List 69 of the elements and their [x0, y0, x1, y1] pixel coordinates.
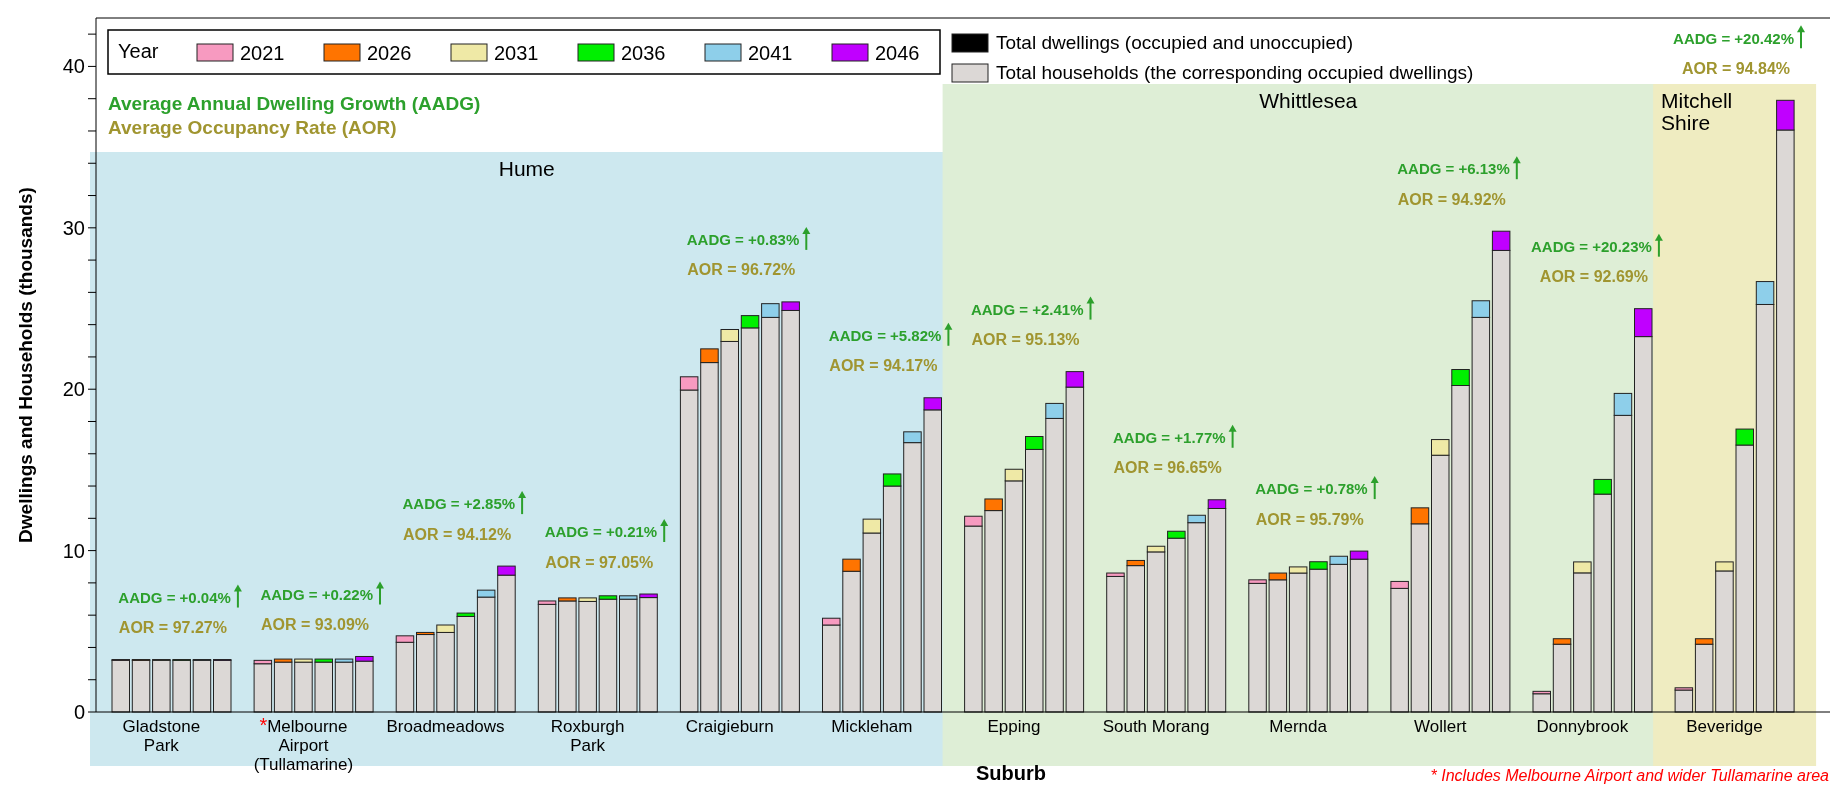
bar — [131, 659, 151, 713]
annotation: Hume — [498, 157, 555, 180]
x-tick-label: Wollert — [1413, 717, 1467, 736]
bar — [334, 661, 354, 713]
annotation: AOR = 92.69% — [1539, 268, 1648, 286]
annotation: Whittlesea — [1259, 89, 1358, 112]
text: * Includes Melbourne Airport and wider Tullamarine area — [1430, 767, 1830, 784]
annotation: AADG = +0.78% — [1255, 480, 1368, 498]
annotation: AADG = +0.21% — [544, 523, 658, 541]
annotation: AOR = 95.13% — [971, 331, 1080, 349]
x-tick-label: South Morang — [1102, 717, 1210, 736]
annotation: Average Occupancy Rate (AOR) — [108, 117, 397, 138]
annotation: Mitchell Shire — [1661, 89, 1733, 134]
y-tick-label: 20 — [62, 378, 85, 401]
x-tick-label: Broadmeadows — [386, 717, 505, 736]
annotation: AADG = +6.13% — [1397, 160, 1510, 178]
annotation: AOR = 97.05% — [545, 553, 654, 571]
x-axis-title: Suburb — [976, 762, 1046, 784]
legend-title: Year — [118, 40, 159, 62]
annotation: AOR = 94.12% — [403, 525, 512, 543]
x-tick-label: Mernda — [1269, 717, 1328, 736]
annotation: AADG = +2.85% — [402, 495, 516, 513]
x-tick-label: Mickleham — [831, 717, 913, 736]
bar — [355, 660, 374, 713]
y-tick-label: 10 — [62, 539, 85, 562]
bar — [598, 598, 618, 713]
annotation: AOR = 94.17% — [829, 357, 938, 375]
x-tick-label: Roxburgh Park — [550, 717, 625, 755]
legend-label: 2046 — [875, 42, 920, 64]
bar — [213, 659, 232, 713]
x-tick-label: Gladstone Park — [122, 717, 201, 755]
annotation: AOR = 94.92% — [1397, 190, 1506, 208]
y-tick-label: 40 — [62, 55, 85, 78]
annotation: AOR = 96.72% — [687, 261, 796, 279]
x-tick-label: Epping — [987, 717, 1041, 736]
legend-label: Total households (the corresponding occupied dwellings) — [996, 62, 1474, 83]
y-tick-label: 0 — [73, 701, 85, 723]
annotation: AADG = +1.77% — [1113, 429, 1226, 447]
annotation: AOR = 96.65% — [1113, 459, 1222, 477]
bar — [1674, 689, 1694, 713]
annotation: AOR = 93.09% — [260, 616, 370, 634]
legend-label: 2031 — [494, 42, 539, 64]
legend-label: Total dwellings (occupied and unoccupied) — [996, 32, 1354, 53]
annotation: AADG = +20.42% — [1673, 29, 1794, 47]
x-tick-label: Craigieburn — [685, 717, 774, 736]
x-tick-label: Beveridge — [1686, 717, 1763, 736]
annotation: AADG = +0.22% — [260, 585, 373, 603]
x-tick-label: Donnybrook — [1536, 717, 1629, 736]
annotation: AOR = 95.79% — [1255, 510, 1364, 528]
annotation: AOR = 94.84% — [1681, 59, 1791, 77]
annotation: AADG = +20.23% — [1530, 237, 1652, 255]
annotation: Average Annual Dwelling Growth (AADG) — [108, 93, 481, 114]
x-tick-label: *Melbourne Airport (Tullamarine) — [253, 714, 354, 774]
annotation: AADG = +0.83% — [686, 231, 800, 249]
legend-label: 2026 — [367, 42, 412, 64]
bar — [537, 603, 557, 713]
annotation: AOR = 97.27% — [118, 619, 227, 637]
annotation: AADG = +2.41% — [970, 300, 1084, 318]
legend-label: 2036 — [621, 42, 666, 64]
bar — [192, 659, 212, 713]
bar — [1532, 693, 1551, 713]
annotation: AADG = +0.04% — [118, 588, 231, 606]
bar — [111, 659, 130, 713]
annotation: AADG = +5.82% — [828, 327, 942, 345]
y-axis-title: Dwellings and Households (thousands) — [15, 187, 36, 543]
legend-label: 2021 — [240, 42, 285, 64]
legend-label: 2041 — [748, 42, 793, 64]
bar — [253, 663, 273, 713]
y-tick-label: 30 — [62, 216, 85, 239]
